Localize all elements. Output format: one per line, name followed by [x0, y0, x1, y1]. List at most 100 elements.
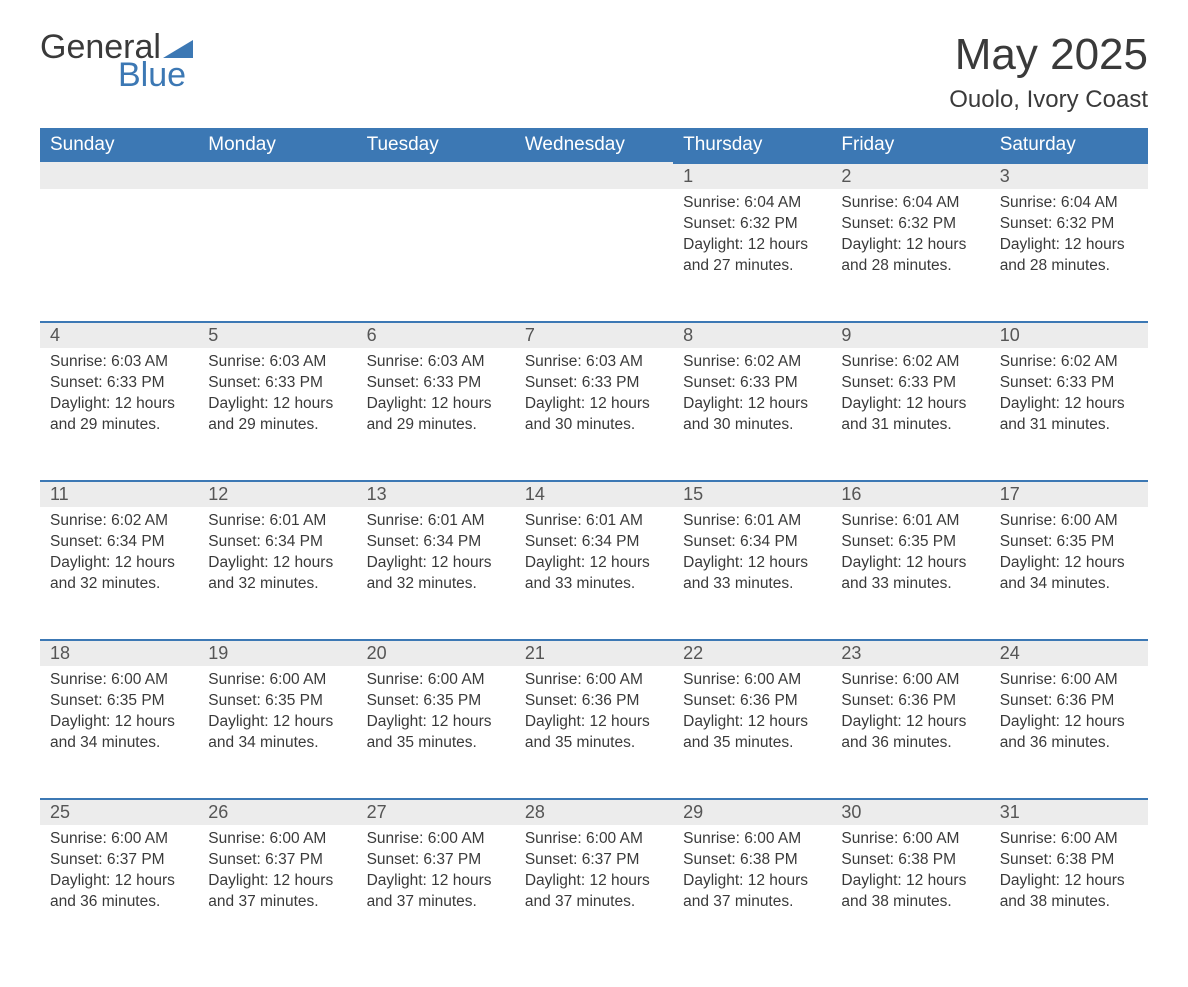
day-content-cell: Sunrise: 6:00 AMSunset: 6:37 PMDaylight:… [198, 825, 356, 957]
day-number-cell: 24 [990, 639, 1148, 666]
day-number: 9 [831, 321, 989, 348]
day-number-cell: 12 [198, 480, 356, 507]
day-number: 31 [990, 798, 1148, 825]
day-number: 29 [673, 798, 831, 825]
day-number [198, 162, 356, 189]
day-number-cell: 18 [40, 639, 198, 666]
day-number-cell: 3 [990, 162, 1148, 189]
day-content: Sunrise: 6:01 AMSunset: 6:34 PMDaylight:… [673, 507, 831, 609]
day-content-cell: Sunrise: 6:00 AMSunset: 6:37 PMDaylight:… [357, 825, 515, 957]
daycontent-row: Sunrise: 6:03 AMSunset: 6:33 PMDaylight:… [40, 348, 1148, 480]
day-content-cell: Sunrise: 6:00 AMSunset: 6:36 PMDaylight:… [831, 666, 989, 798]
day-content: Sunrise: 6:00 AMSunset: 6:38 PMDaylight:… [673, 825, 831, 927]
location-label: Ouolo, Ivory Coast [949, 86, 1148, 114]
day-content: Sunrise: 6:00 AMSunset: 6:36 PMDaylight:… [990, 666, 1148, 768]
day-number-cell: 19 [198, 639, 356, 666]
day-content: Sunrise: 6:00 AMSunset: 6:36 PMDaylight:… [515, 666, 673, 768]
day-number-cell: 14 [515, 480, 673, 507]
day-number-cell: 17 [990, 480, 1148, 507]
day-content-cell: Sunrise: 6:01 AMSunset: 6:34 PMDaylight:… [673, 507, 831, 639]
calendar-table: Sunday Monday Tuesday Wednesday Thursday… [40, 128, 1148, 957]
day-content-cell: Sunrise: 6:00 AMSunset: 6:37 PMDaylight:… [40, 825, 198, 957]
day-number: 7 [515, 321, 673, 348]
weekday-header: Tuesday [357, 128, 515, 162]
calendar-body: 123Sunrise: 6:04 AMSunset: 6:32 PMDaylig… [40, 162, 1148, 957]
day-content: Sunrise: 6:00 AMSunset: 6:35 PMDaylight:… [990, 507, 1148, 609]
day-content: Sunrise: 6:00 AMSunset: 6:37 PMDaylight:… [40, 825, 198, 927]
day-number: 12 [198, 480, 356, 507]
day-content: Sunrise: 6:03 AMSunset: 6:33 PMDaylight:… [515, 348, 673, 450]
day-content-cell: Sunrise: 6:04 AMSunset: 6:32 PMDaylight:… [673, 189, 831, 321]
day-content-cell [515, 189, 673, 321]
day-number-cell: 20 [357, 639, 515, 666]
day-content: Sunrise: 6:00 AMSunset: 6:35 PMDaylight:… [198, 666, 356, 768]
day-number-cell: 8 [673, 321, 831, 348]
day-number-cell: 7 [515, 321, 673, 348]
day-number: 26 [198, 798, 356, 825]
weekday-header: Friday [831, 128, 989, 162]
day-number-cell [357, 162, 515, 189]
day-content: Sunrise: 6:03 AMSunset: 6:33 PMDaylight:… [198, 348, 356, 450]
day-number: 5 [198, 321, 356, 348]
day-content: Sunrise: 6:02 AMSunset: 6:34 PMDaylight:… [40, 507, 198, 609]
day-content-cell: Sunrise: 6:04 AMSunset: 6:32 PMDaylight:… [831, 189, 989, 321]
brand-logo: General Blue [40, 30, 193, 92]
day-content-cell: Sunrise: 6:00 AMSunset: 6:35 PMDaylight:… [40, 666, 198, 798]
day-number: 27 [357, 798, 515, 825]
day-number: 17 [990, 480, 1148, 507]
day-content-cell: Sunrise: 6:01 AMSunset: 6:35 PMDaylight:… [831, 507, 989, 639]
day-content-cell: Sunrise: 6:01 AMSunset: 6:34 PMDaylight:… [198, 507, 356, 639]
day-number: 8 [673, 321, 831, 348]
day-content-cell: Sunrise: 6:00 AMSunset: 6:38 PMDaylight:… [990, 825, 1148, 957]
day-content: Sunrise: 6:01 AMSunset: 6:35 PMDaylight:… [831, 507, 989, 609]
day-number: 18 [40, 639, 198, 666]
day-number: 30 [831, 798, 989, 825]
day-content-cell: Sunrise: 6:04 AMSunset: 6:32 PMDaylight:… [990, 189, 1148, 321]
weekday-header: Wednesday [515, 128, 673, 162]
day-content-cell: Sunrise: 6:00 AMSunset: 6:35 PMDaylight:… [357, 666, 515, 798]
weekday-header: Saturday [990, 128, 1148, 162]
daynum-row: 123 [40, 162, 1148, 189]
day-number: 13 [357, 480, 515, 507]
day-number-cell [40, 162, 198, 189]
day-number: 3 [990, 162, 1148, 189]
weekday-header-row: Sunday Monday Tuesday Wednesday Thursday… [40, 128, 1148, 162]
day-number: 23 [831, 639, 989, 666]
day-content-cell: Sunrise: 6:02 AMSunset: 6:33 PMDaylight:… [673, 348, 831, 480]
day-content-cell: Sunrise: 6:00 AMSunset: 6:35 PMDaylight:… [990, 507, 1148, 639]
daycontent-row: Sunrise: 6:04 AMSunset: 6:32 PMDaylight:… [40, 189, 1148, 321]
day-number-cell: 21 [515, 639, 673, 666]
day-content: Sunrise: 6:01 AMSunset: 6:34 PMDaylight:… [357, 507, 515, 609]
day-content: Sunrise: 6:03 AMSunset: 6:33 PMDaylight:… [40, 348, 198, 450]
day-content-cell: Sunrise: 6:00 AMSunset: 6:38 PMDaylight:… [831, 825, 989, 957]
day-content: Sunrise: 6:00 AMSunset: 6:38 PMDaylight:… [990, 825, 1148, 927]
day-content: Sunrise: 6:03 AMSunset: 6:33 PMDaylight:… [357, 348, 515, 450]
day-content-cell: Sunrise: 6:00 AMSunset: 6:38 PMDaylight:… [673, 825, 831, 957]
day-content: Sunrise: 6:00 AMSunset: 6:35 PMDaylight:… [40, 666, 198, 768]
day-number-cell: 23 [831, 639, 989, 666]
day-number-cell: 6 [357, 321, 515, 348]
day-content: Sunrise: 6:00 AMSunset: 6:38 PMDaylight:… [831, 825, 989, 927]
day-number: 24 [990, 639, 1148, 666]
day-content: Sunrise: 6:04 AMSunset: 6:32 PMDaylight:… [673, 189, 831, 291]
day-number [515, 162, 673, 189]
day-content-cell: Sunrise: 6:03 AMSunset: 6:33 PMDaylight:… [198, 348, 356, 480]
day-content-cell: Sunrise: 6:00 AMSunset: 6:35 PMDaylight:… [198, 666, 356, 798]
day-content-cell: Sunrise: 6:01 AMSunset: 6:34 PMDaylight:… [357, 507, 515, 639]
day-number-cell [198, 162, 356, 189]
day-number: 1 [673, 162, 831, 189]
page-header: General Blue May 2025 Ouolo, Ivory Coast [40, 30, 1148, 124]
day-number-cell: 27 [357, 798, 515, 825]
day-content-cell: Sunrise: 6:00 AMSunset: 6:36 PMDaylight:… [990, 666, 1148, 798]
weekday-header: Monday [198, 128, 356, 162]
day-content-cell: Sunrise: 6:02 AMSunset: 6:34 PMDaylight:… [40, 507, 198, 639]
day-content: Sunrise: 6:00 AMSunset: 6:36 PMDaylight:… [673, 666, 831, 768]
day-content: Sunrise: 6:04 AMSunset: 6:32 PMDaylight:… [831, 189, 989, 291]
day-number: 11 [40, 480, 198, 507]
day-content: Sunrise: 6:00 AMSunset: 6:37 PMDaylight:… [198, 825, 356, 927]
daycontent-row: Sunrise: 6:02 AMSunset: 6:34 PMDaylight:… [40, 507, 1148, 639]
daycontent-row: Sunrise: 6:00 AMSunset: 6:35 PMDaylight:… [40, 666, 1148, 798]
day-number-cell: 16 [831, 480, 989, 507]
day-number-cell: 29 [673, 798, 831, 825]
day-content-cell: Sunrise: 6:03 AMSunset: 6:33 PMDaylight:… [40, 348, 198, 480]
